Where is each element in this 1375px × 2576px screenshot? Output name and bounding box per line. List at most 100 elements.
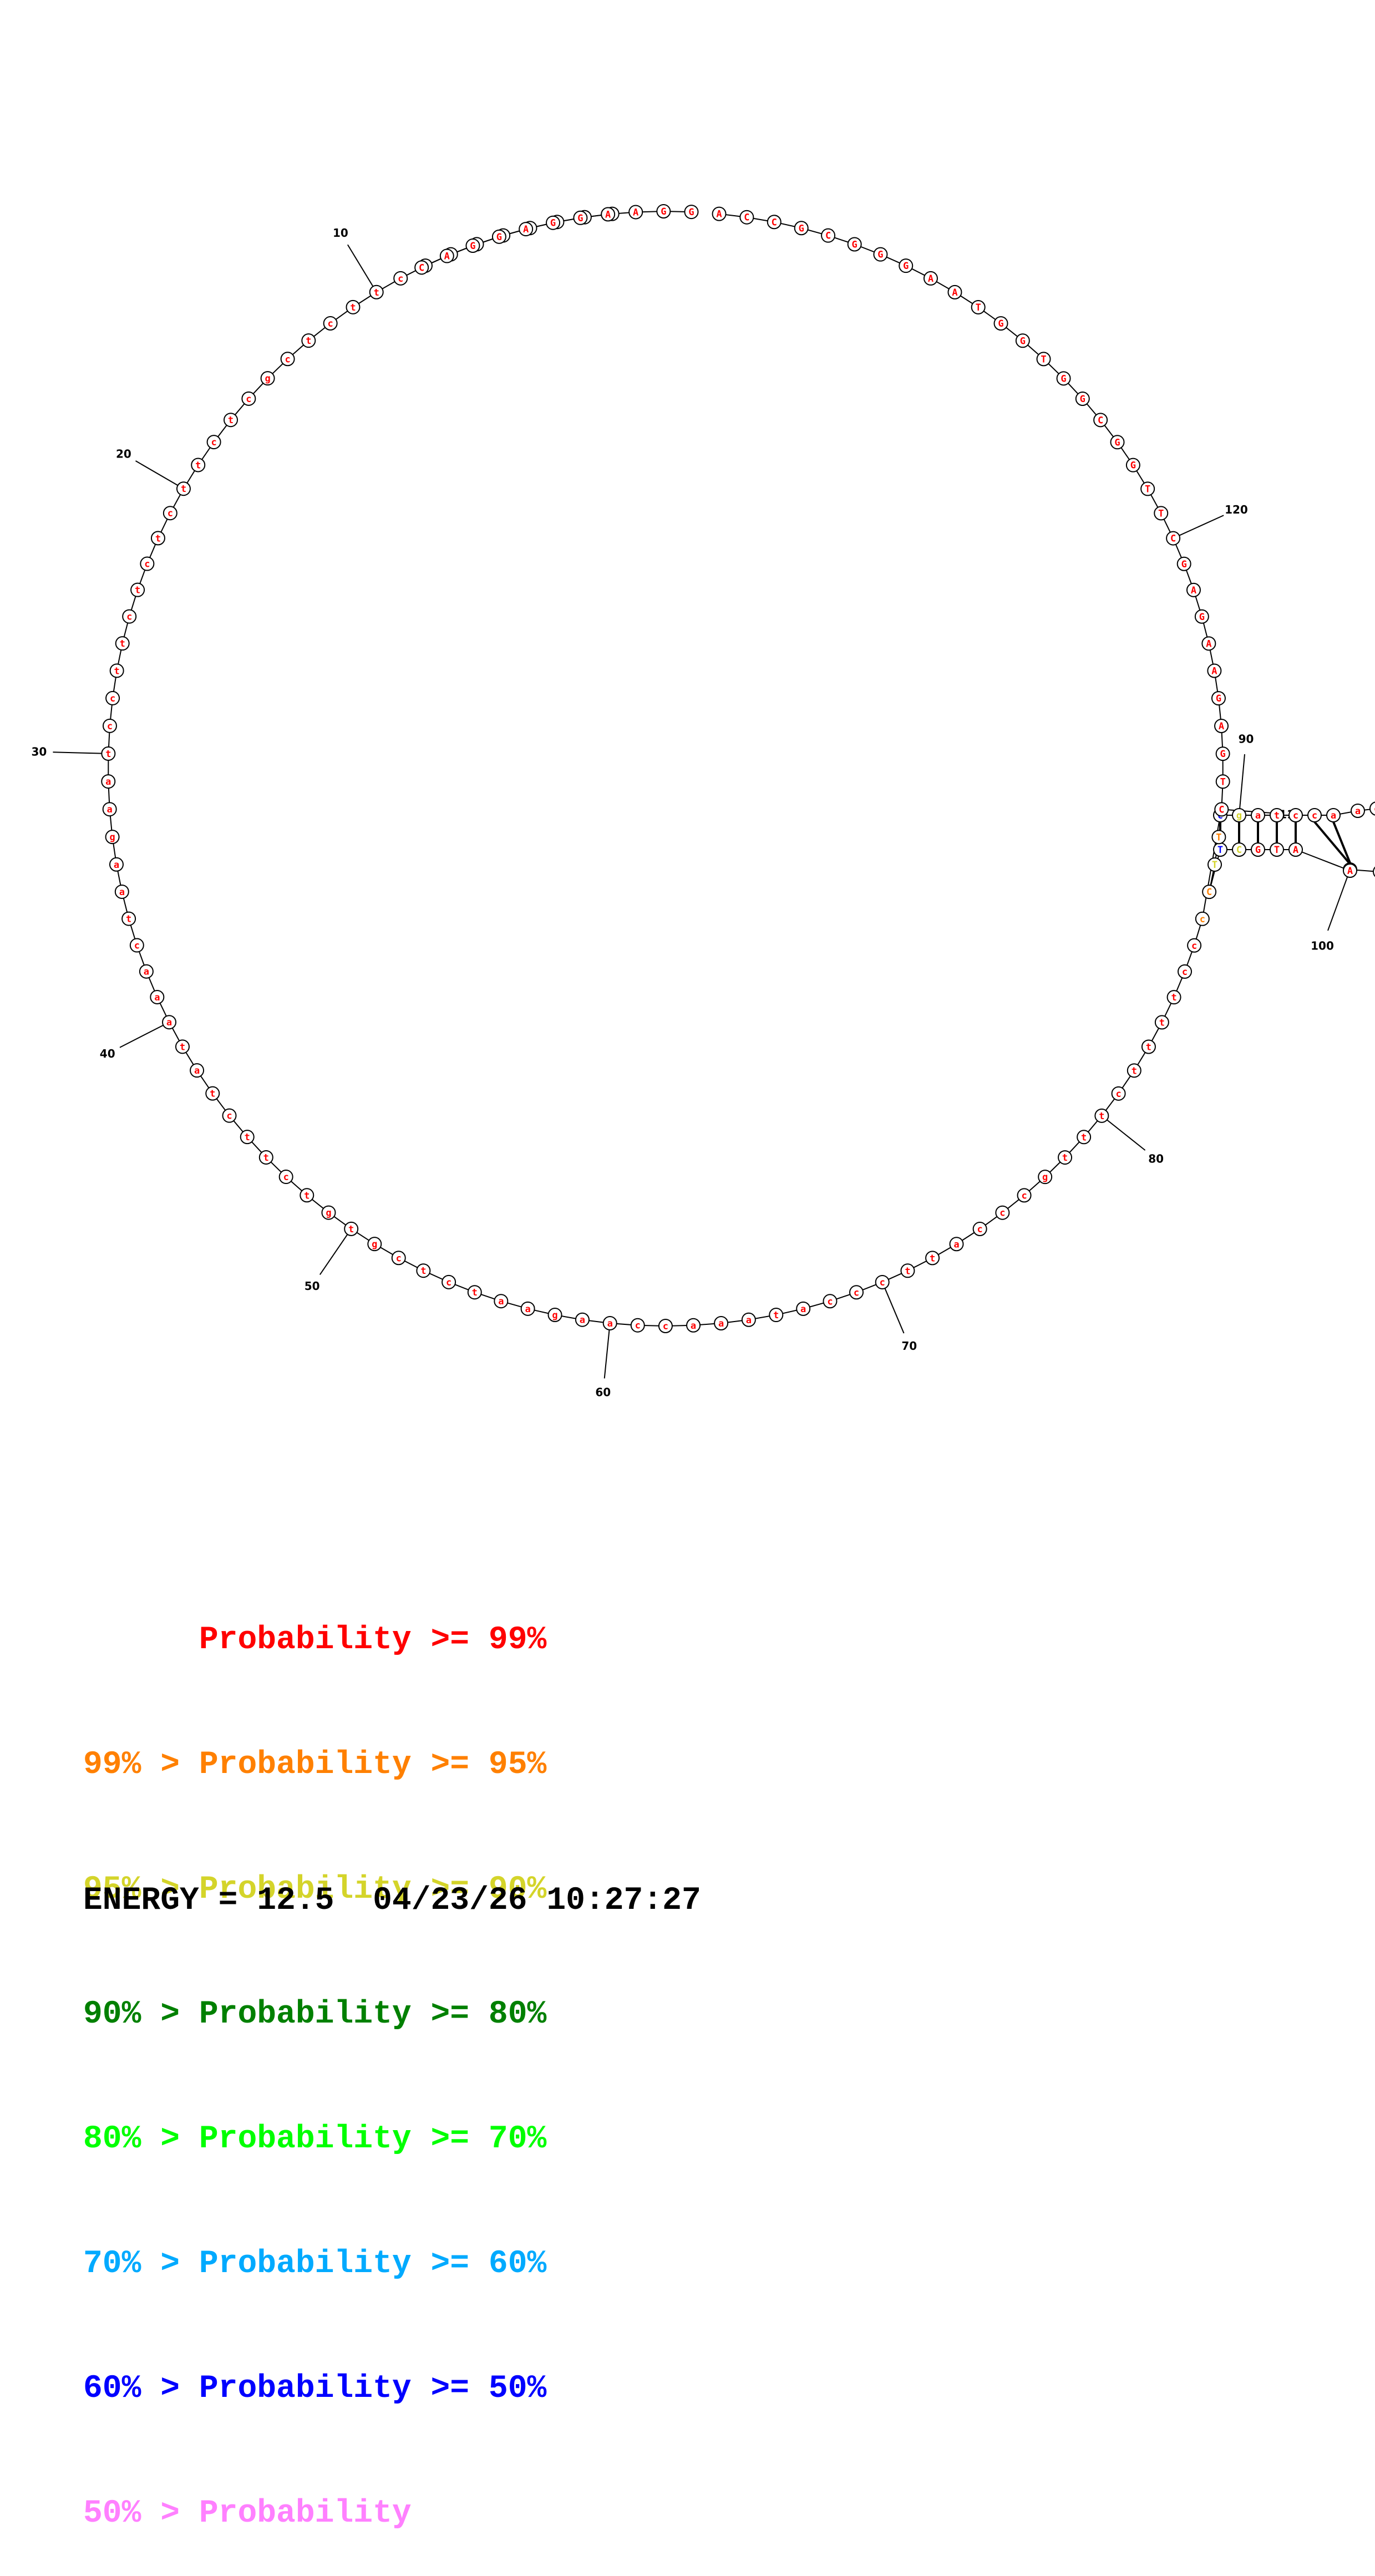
nucleotide-letter: a <box>718 1318 724 1329</box>
nucleotide-128: T <box>1037 352 1051 365</box>
nucleotide-letter: A <box>1191 585 1196 596</box>
nucleotide-letter: t <box>180 1041 185 1053</box>
nucleotide-letter: g <box>372 1239 377 1250</box>
nucleotide-81: c <box>1112 1087 1125 1100</box>
nucleotide-54: c <box>442 1276 455 1289</box>
nucleotide-33: g <box>106 830 119 844</box>
nucleotide-52: c <box>392 1251 405 1264</box>
nucleotide-letter: c <box>226 1111 232 1122</box>
nucleotide-41: t <box>176 1040 189 1053</box>
nucleotide-letter: t <box>1081 1132 1087 1143</box>
nucleotide-letter: G <box>1199 612 1205 623</box>
nucleotide-letter: t <box>1171 992 1176 1003</box>
nucleotide-letter: G <box>1080 394 1085 405</box>
nucleotide-114: G <box>1212 692 1225 705</box>
nucleotide-letter: g <box>552 1310 557 1321</box>
nucleotide-letter: t <box>1132 1065 1137 1076</box>
nucleotide-136: G <box>848 238 861 251</box>
nucleotide-28: c <box>106 692 119 705</box>
nucleotide-letter: c <box>168 508 173 519</box>
nucleotide-letter: G <box>1181 559 1187 570</box>
nucleotide-letter: t <box>374 287 379 298</box>
nucleotide-letter: c <box>285 354 290 365</box>
nucleotide-letter: A <box>1347 866 1353 877</box>
nucleotide-letter: a <box>1255 810 1261 821</box>
tick-label-60: 60 <box>595 1385 611 1399</box>
nucleotide-130: G <box>995 317 1008 330</box>
nucleotide-letter: a <box>194 1065 200 1076</box>
nucleotide-132: A <box>948 286 961 299</box>
nucleotide-67: a <box>796 1302 810 1315</box>
nucleotide-127: G <box>1057 372 1070 385</box>
nucleotide-letter: a <box>607 1318 613 1329</box>
nucleotides: atcaaatacttctcgctcttctctcttcctaagaatcaaa… <box>102 205 1375 1333</box>
nucleotide-letter: c <box>635 1320 641 1332</box>
nucleotide-letter: c <box>663 1321 668 1332</box>
tick-line <box>348 245 377 292</box>
nucleotide-146: G <box>574 211 587 225</box>
nucleotide-50: t <box>344 1222 358 1236</box>
nucleotide-137: C <box>821 229 835 242</box>
nucleotide-letter: c <box>134 941 140 952</box>
nucleotide-10: t <box>370 286 383 299</box>
legend-row-low: 50% > Probability <box>83 2493 546 2534</box>
nucleotide-letter: a <box>114 860 119 871</box>
nucleotide-letter: c <box>1182 967 1188 978</box>
nucleotide-117: G <box>1195 610 1209 623</box>
nucleotide-109: T <box>1212 830 1225 844</box>
nucleotide-107: C <box>1203 885 1216 898</box>
tick-label-50: 50 <box>305 1279 320 1293</box>
nucleotide-letter: t <box>120 638 125 649</box>
nucleotide-90: g <box>1232 809 1246 822</box>
tick-label-30: 30 <box>31 745 47 759</box>
nucleotide-letter: A <box>1219 721 1224 732</box>
nucleotide-letter: g <box>1042 1172 1048 1183</box>
tick-line <box>1239 754 1245 815</box>
nucleotide-123: G <box>1127 459 1140 472</box>
nucleotide-letter: G <box>1130 460 1136 471</box>
nucleotide-70: c <box>876 1276 889 1289</box>
nucleotide-letter: c <box>110 693 115 704</box>
nucleotide-144: A <box>629 205 642 219</box>
tick-line <box>1173 515 1224 538</box>
nucleotide-85: t <box>1168 990 1181 1004</box>
nucleotide-letter: T <box>1274 845 1280 856</box>
nucleotide-letter: C <box>1098 415 1103 426</box>
nucleotide-115: A <box>1207 664 1221 678</box>
nucleotide-124: G <box>1111 435 1124 449</box>
nucleotide-letter: c <box>283 1172 289 1183</box>
nucleotide-letter: c <box>1021 1190 1027 1201</box>
nucleotide-112: G <box>1216 747 1230 760</box>
nucleotide-55: t <box>468 1286 481 1299</box>
nucleotide-letter: c <box>1200 914 1205 925</box>
nucleotide-letter: G <box>1114 437 1120 448</box>
nucleotide-14: c <box>281 352 295 365</box>
nucleotide-34: a <box>110 858 123 871</box>
nucleotide-139: C <box>768 215 781 228</box>
tick-line <box>120 1022 169 1047</box>
nucleotide-letter: a <box>119 887 125 898</box>
nucleotide-letter: a <box>166 1017 172 1028</box>
nucleotide-letter: a <box>580 1315 585 1326</box>
nucleotide-77: g <box>1038 1170 1052 1183</box>
tick-label-40: 40 <box>100 1047 115 1060</box>
nucleotide-83: t <box>1142 1040 1155 1054</box>
nucleotide-letter: t <box>348 1224 354 1235</box>
legend-row-95: 99% > Probability >= 95% <box>83 1744 546 1786</box>
nucleotide-letter: a <box>1355 806 1361 817</box>
nucleotide-138: G <box>795 221 808 235</box>
nucleotide-letter: c <box>827 1296 833 1307</box>
nucleotide-11: t <box>346 301 359 314</box>
nucleotide-131: T <box>972 301 985 314</box>
nucleotide-letter: a <box>691 1320 696 1332</box>
nucleotide-78: t <box>1058 1151 1072 1164</box>
nucleotide-129: G <box>1016 334 1029 347</box>
nucleotide-letter: C <box>744 212 749 223</box>
nucleotide-letter: t <box>126 914 131 925</box>
nucleotide-42: a <box>190 1064 204 1077</box>
nucleotide-letter: c <box>1312 810 1317 821</box>
nucleotide-letter: C <box>1206 887 1212 898</box>
tick-label-90: 90 <box>1239 733 1254 746</box>
nucleotide-letter: G <box>998 318 1003 329</box>
nucleotide-letter: t <box>210 1089 215 1100</box>
